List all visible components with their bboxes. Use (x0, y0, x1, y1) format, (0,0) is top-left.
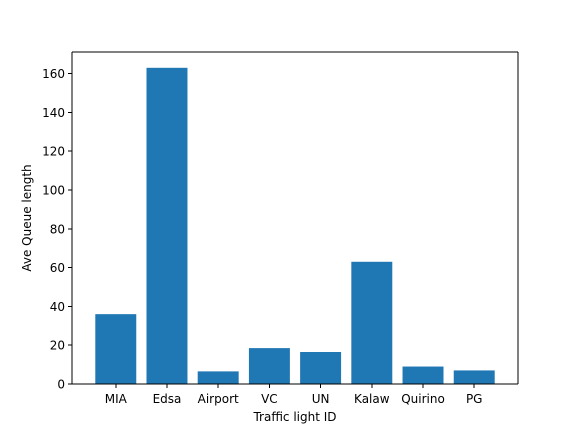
y-tick-label-20: 20 (50, 339, 65, 353)
x-tick-label-quirino: Quirino (401, 392, 445, 406)
y-tick-label-120: 120 (42, 145, 65, 159)
y-tick-label-0: 0 (57, 378, 65, 392)
y-tick-label-40: 40 (50, 300, 65, 314)
bar-mia (95, 314, 137, 384)
bars-layer (95, 67, 495, 385)
bar-vc (248, 348, 290, 384)
x-tick-label-pg: PG (466, 392, 483, 406)
bar-un (300, 351, 342, 384)
bar-pg (453, 370, 495, 384)
y-tick-label-160: 160 (42, 67, 65, 81)
y-tick-label-100: 100 (42, 184, 65, 198)
y-tick-label-140: 140 (42, 106, 65, 120)
ticks-layer: MIA Edsa Airport VC UN Kalaw Quirino PG 0 20 40 60 8… (42, 67, 482, 406)
bar-kalaw (351, 261, 393, 384)
x-tick-label-kalaw: Kalaw (354, 392, 390, 406)
x-tick-label-un: UN (312, 392, 330, 406)
x-tick-label-airport: Airport (198, 392, 239, 406)
bar-edsa (146, 67, 188, 385)
y-tick-label-80: 80 (50, 222, 65, 236)
y-tick-label-60: 60 (50, 261, 65, 275)
bar-airport (197, 371, 239, 384)
x-axis-label: Traffic light ID (252, 410, 336, 424)
x-tick-label-edsa: Edsa (153, 392, 182, 406)
bar-quirino (402, 366, 444, 384)
y-axis-label: Ave Queue length (20, 164, 34, 271)
x-tick-label-mia: MIA (105, 392, 128, 406)
x-tick-label-vc: VC (261, 392, 278, 406)
axes-frame (71, 51, 519, 385)
